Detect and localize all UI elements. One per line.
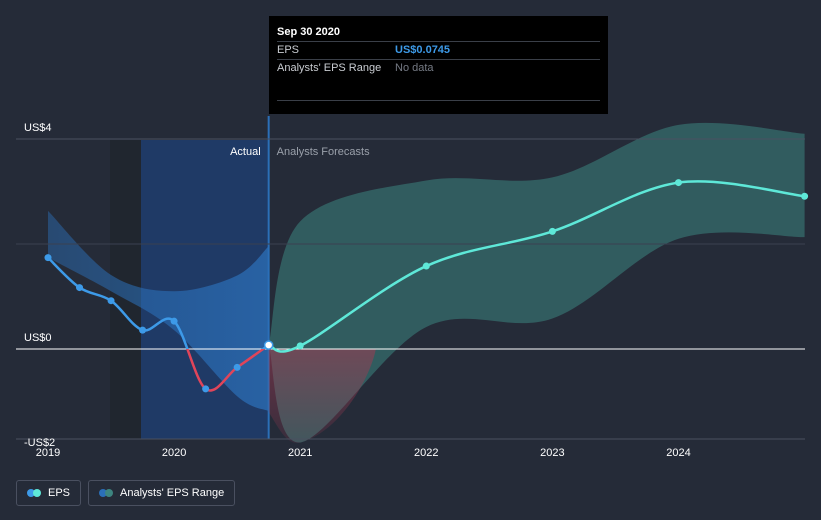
legend: EPS Analysts' EPS Range [16, 480, 236, 506]
y-tick-label: -US$2 [24, 437, 55, 449]
eps-actual-point [44, 254, 52, 262]
x-tick-label: 2022 [414, 447, 438, 459]
eps-actual-point [170, 317, 178, 325]
legend-range-label: Analysts' EPS Range [120, 487, 225, 499]
y-tick-label: US$4 [24, 122, 52, 134]
eps-forecast-point [801, 192, 809, 200]
eps-actual-point [202, 385, 210, 393]
x-tick-label: 2020 [162, 447, 186, 459]
eps-actual-point [233, 363, 241, 371]
analysts-eps-range-band [268, 122, 805, 443]
tooltip-row-eps: EPS US$0.0745 [277, 41, 600, 59]
eps-forecast-point [675, 179, 682, 187]
tooltip-range-value: No data [395, 62, 434, 74]
legend-range-button[interactable]: Analysts' EPS Range [88, 480, 236, 506]
tooltip: Sep 30 2020 EPS US$0.0745 Analysts' EPS … [269, 16, 608, 114]
eps-actual-point [139, 326, 147, 334]
eps-forecast-point [548, 227, 556, 235]
tooltip-range-label: Analysts' EPS Range [277, 62, 382, 74]
eps-actual-point [107, 297, 115, 305]
forecast-zone-label: Analysts Forecasts [277, 146, 370, 158]
negative-range-tint [268, 349, 376, 443]
tooltip-eps-value: US$0.0745 [395, 44, 451, 56]
x-tick-label: 2024 [666, 447, 690, 459]
tooltip-divider [277, 100, 600, 101]
tooltip-date: Sep 30 2020 [277, 26, 340, 38]
eps-actual-point [76, 284, 84, 292]
actual-zone-label: Actual [230, 146, 261, 158]
y-tick-label: US$0 [24, 332, 52, 344]
tooltip-eps-label: EPS [277, 44, 300, 56]
eps-actual-point [263, 340, 274, 350]
eps-forecast-point [296, 342, 304, 350]
x-tick-label: 2021 [288, 447, 312, 459]
x-tick-label: 2023 [540, 447, 564, 459]
eps-swatch-icon [27, 489, 41, 497]
past-eps-range-band [48, 210, 269, 411]
legend-eps-label: EPS [48, 487, 71, 499]
tooltip-row-range: Analysts' EPS Range No data [277, 59, 600, 77]
range-swatch-icon [99, 489, 114, 497]
eps-actual-line [47, 256, 270, 349]
legend-eps-button[interactable]: EPS [16, 480, 82, 506]
eps-actual-negative-line [186, 349, 266, 392]
x-tick-label: 2019 [36, 447, 60, 459]
eps-forecast-point [422, 262, 430, 270]
